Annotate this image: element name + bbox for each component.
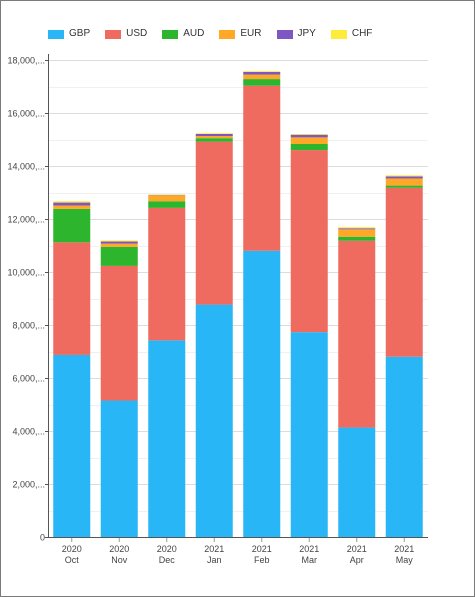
x-tick-label-year: 2021 (394, 544, 414, 554)
bar-gbp-2020-dec[interactable] (148, 340, 186, 537)
bar-gbp-2021-mar[interactable] (290, 332, 328, 537)
bar-usd-2021-mar[interactable] (290, 150, 328, 333)
bar-eur-2021-feb[interactable] (243, 74, 281, 80)
legend-swatch-jpy (276, 29, 293, 39)
legend-label-eur: EUR (240, 28, 262, 39)
x-tick-label-month: Nov (111, 555, 128, 565)
bar-aud-2021-may[interactable] (385, 185, 423, 188)
bar-chf-2020-dec[interactable] (148, 194, 186, 196)
bar-chf-2020-nov[interactable] (100, 240, 138, 242)
legend-swatch-usd (105, 29, 122, 39)
bar-jpy-2021-jan[interactable] (195, 133, 233, 137)
bar-aud-2021-feb[interactable] (243, 79, 281, 86)
legend-item-eur[interactable]: EUR (219, 27, 262, 41)
bar-usd-2021-jan[interactable] (195, 141, 233, 305)
y-tick-label: 16,000,... (7, 109, 45, 119)
bar-chf-2021-mar[interactable] (290, 133, 328, 135)
bar-aud-2020-dec[interactable] (148, 201, 186, 208)
bar-eur-2020-dec[interactable] (148, 195, 186, 202)
y-tick-label: 10,000,... (7, 268, 45, 278)
x-tick-label-month: Feb (254, 555, 270, 565)
bar-eur-2021-mar[interactable] (290, 137, 328, 145)
legend: GBP USD AUD EUR JPY CHF (48, 27, 387, 41)
bar-usd-2020-dec[interactable] (148, 207, 186, 341)
legend-label-chf: CHF (351, 28, 373, 39)
bar-gbp-2021-feb[interactable] (243, 250, 281, 538)
x-tick-label-year: 2020 (157, 544, 177, 554)
y-tick-label: 18,000,... (7, 56, 45, 66)
legend-item-usd[interactable]: USD (105, 27, 147, 41)
bar-jpy-2020-oct[interactable] (53, 202, 91, 206)
legend-label-aud: AUD (183, 28, 205, 39)
legend-label-usd: USD (126, 28, 148, 39)
bar-jpy-2020-dec[interactable] (148, 195, 186, 196)
x-tick-label-year: 2021 (347, 544, 367, 554)
legend-swatch-gbp (48, 29, 64, 39)
x-tick-label-year: 2021 (252, 544, 272, 554)
y-tick-label: 2,000,... (12, 480, 45, 490)
x-tick-label-year: 2021 (299, 544, 319, 554)
legend-swatch-chf (330, 29, 347, 39)
y-tick-label: 4,000,... (12, 427, 45, 437)
bar-chf-2021-may[interactable] (385, 175, 423, 177)
bar-eur-2021-may[interactable] (385, 178, 423, 186)
bar-gbp-2020-nov[interactable] (100, 400, 138, 537)
bar-usd-2020-nov[interactable] (100, 265, 138, 401)
legend-item-chf[interactable]: CHF (330, 27, 373, 41)
bar-usd-2021-apr[interactable] (338, 240, 376, 428)
bar-gbp-2020-oct[interactable] (53, 354, 91, 537)
x-tick-label-month: Oct (65, 555, 80, 565)
bar-jpy-2021-apr[interactable] (338, 228, 376, 230)
bar-aud-2020-oct[interactable] (53, 208, 91, 243)
bar-aud-2021-apr[interactable] (338, 236, 376, 241)
y-tick-label: 14,000,... (7, 162, 45, 172)
y-tick-label: 12,000,... (7, 215, 45, 225)
bar-chf-2021-apr[interactable] (338, 227, 376, 229)
bar-eur-2021-apr[interactable] (338, 229, 376, 237)
bar-usd-2020-oct[interactable] (53, 242, 91, 355)
legend-label-gbp: GBP (69, 28, 91, 39)
legend-item-aud[interactable]: AUD (162, 27, 204, 41)
bar-eur-2021-jan[interactable] (195, 136, 233, 139)
y-tick-label: 8,000,... (12, 321, 45, 331)
bar-jpy-2021-may[interactable] (385, 176, 423, 179)
x-tick-label-year: 2020 (62, 544, 82, 554)
legend-swatch-eur (219, 29, 236, 39)
x-tick-label-year: 2021 (204, 544, 224, 554)
bar-aud-2020-nov[interactable] (100, 246, 138, 266)
bar-eur-2020-nov[interactable] (100, 243, 138, 247)
bar-aud-2021-jan[interactable] (195, 138, 233, 142)
bar-usd-2021-may[interactable] (385, 187, 423, 357)
bar-gbp-2021-jan[interactable] (195, 304, 233, 537)
bar-aud-2021-mar[interactable] (290, 144, 328, 151)
x-tick-label-month: Apr (350, 555, 364, 565)
bar-chf-2021-jan[interactable] (195, 133, 233, 134)
bar-usd-2021-feb[interactable] (243, 85, 281, 251)
y-tick-label: 0 (40, 533, 45, 543)
x-tick-label-month: May (396, 555, 414, 565)
legend-label-jpy: JPY (297, 28, 316, 39)
bar-jpy-2020-nov[interactable] (100, 241, 138, 244)
legend-item-gbp[interactable]: GBP (48, 27, 90, 41)
bar-jpy-2021-feb[interactable] (243, 71, 281, 75)
bar-gbp-2021-may[interactable] (385, 356, 423, 537)
bar-chf-2021-feb[interactable] (243, 71, 281, 72)
x-tick-label-month: Mar (302, 555, 318, 565)
legend-swatch-aud (162, 29, 179, 39)
x-tick-label-month: Dec (159, 555, 176, 565)
bar-gbp-2021-apr[interactable] (338, 427, 376, 537)
bar-eur-2020-oct[interactable] (53, 205, 91, 209)
x-tick-label-year: 2020 (109, 544, 129, 554)
legend-item-jpy[interactable]: JPY (276, 27, 316, 41)
y-tick-label: 6,000,... (12, 374, 45, 384)
bar-jpy-2021-mar[interactable] (290, 134, 328, 138)
x-tick-label-month: Jan (207, 555, 222, 565)
bar-chf-2020-oct[interactable] (53, 201, 91, 203)
